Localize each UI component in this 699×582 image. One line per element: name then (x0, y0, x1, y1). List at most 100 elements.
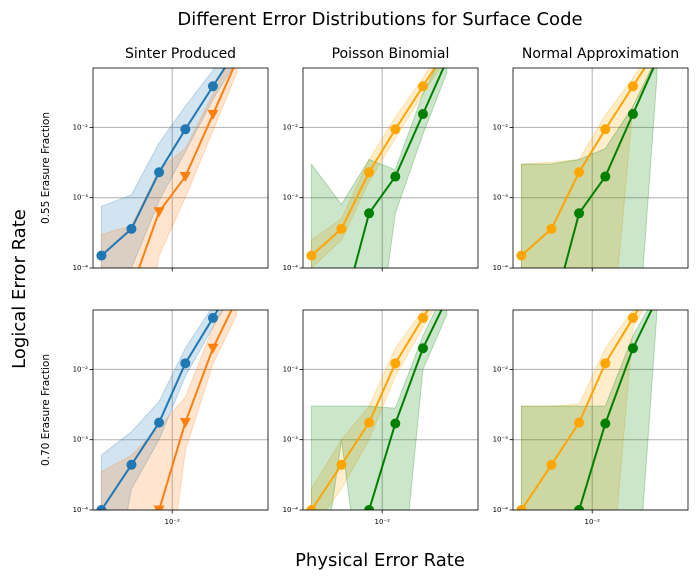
marker (442, 294, 452, 304)
marker (600, 124, 611, 135)
marker (126, 285, 137, 295)
marker (180, 358, 191, 369)
y-tick-label: 10⁻³ (283, 194, 299, 202)
series-line (578, 310, 653, 510)
plot-area (96, 273, 242, 510)
marker (364, 505, 375, 510)
marker (546, 459, 557, 470)
axes-frame (512, 67, 689, 269)
marker (516, 250, 527, 261)
y-tick-label: 10⁻⁴ (283, 264, 299, 272)
y-tick-label: 10⁻³ (73, 194, 89, 202)
series-line (310, 310, 429, 510)
marker (627, 109, 638, 120)
series-line (158, 310, 233, 510)
y-tick-label: 10⁻³ (73, 436, 89, 444)
marker (207, 343, 219, 354)
series-line (520, 68, 646, 257)
series-line (520, 310, 639, 510)
subplot-title: Normal Approximation (522, 46, 679, 62)
marker (442, 273, 452, 283)
marker (336, 459, 347, 470)
marker (627, 312, 638, 323)
subplot-title: Sinter Produced (125, 46, 236, 62)
marker (126, 223, 137, 234)
x-axis-label: Physical Error Rate (295, 550, 465, 571)
axes-frame (302, 309, 479, 511)
y-tick-label: 10⁻⁴ (493, 264, 509, 272)
marker (153, 207, 165, 218)
axes-frame (92, 67, 269, 269)
subplot-y-label: 0.70 Erasure Fraction (40, 354, 52, 466)
marker (627, 81, 638, 92)
marker (96, 250, 107, 261)
axes-frame (512, 309, 689, 511)
marker (207, 109, 219, 120)
y-tick-label: 10⁻⁴ (283, 506, 299, 514)
marker (600, 358, 611, 369)
x-tick-label: 10⁻² (374, 518, 390, 526)
x-tick-label: 10⁻² (164, 518, 180, 526)
error-band (520, 68, 658, 268)
plot-area (306, 68, 448, 322)
marker (390, 358, 401, 369)
plot-area (306, 273, 452, 510)
marker (364, 417, 375, 428)
marker (390, 124, 401, 135)
y-tick-label: 10⁻⁴ (493, 506, 509, 514)
marker (417, 343, 428, 354)
marker (306, 505, 317, 510)
marker (652, 294, 662, 304)
marker (154, 417, 165, 428)
error-band (100, 310, 238, 510)
series-line (100, 68, 226, 257)
figure-title: Different Error Distributions for Surfac… (177, 9, 582, 30)
plot-area (96, 68, 238, 295)
y-tick-label: 10⁻² (493, 123, 509, 131)
marker (417, 312, 428, 323)
marker (364, 208, 375, 219)
x-tick-label: 10⁻² (584, 518, 600, 526)
error-band (100, 68, 233, 268)
marker (364, 167, 375, 178)
error-band (310, 68, 448, 268)
marker (574, 208, 585, 219)
series-line (310, 68, 436, 257)
marker (154, 167, 165, 178)
error-band (310, 68, 441, 268)
marker (207, 312, 218, 323)
marker (179, 418, 191, 429)
axes-frame (92, 309, 269, 511)
marker (574, 167, 585, 178)
plot-area (516, 294, 662, 510)
marker (600, 418, 611, 429)
marker (546, 223, 557, 234)
marker (232, 273, 242, 283)
y-tick-label: 10⁻² (73, 365, 89, 373)
y-tick-label: 10⁻² (283, 123, 299, 131)
marker (417, 81, 428, 92)
y-axis-label: Logical Error Rate (9, 209, 30, 369)
y-tick-label: 10⁻⁴ (73, 506, 89, 514)
marker (306, 250, 317, 261)
marker (417, 109, 428, 120)
subplot-title: Poisson Binomial (332, 46, 450, 62)
marker (516, 505, 527, 510)
marker (96, 505, 107, 510)
marker (574, 417, 585, 428)
series-line (100, 310, 219, 510)
marker (126, 459, 137, 470)
y-tick-label: 10⁻² (283, 365, 299, 373)
marker (600, 171, 611, 182)
marker (180, 124, 191, 135)
marker (627, 343, 638, 354)
marker (574, 505, 585, 510)
marker (336, 312, 346, 322)
y-tick-label: 10⁻³ (493, 194, 509, 202)
marker (336, 223, 347, 234)
marker (390, 171, 401, 182)
error-band (310, 310, 448, 510)
y-tick-label: 10⁻³ (283, 436, 299, 444)
plot-area (516, 68, 658, 268)
